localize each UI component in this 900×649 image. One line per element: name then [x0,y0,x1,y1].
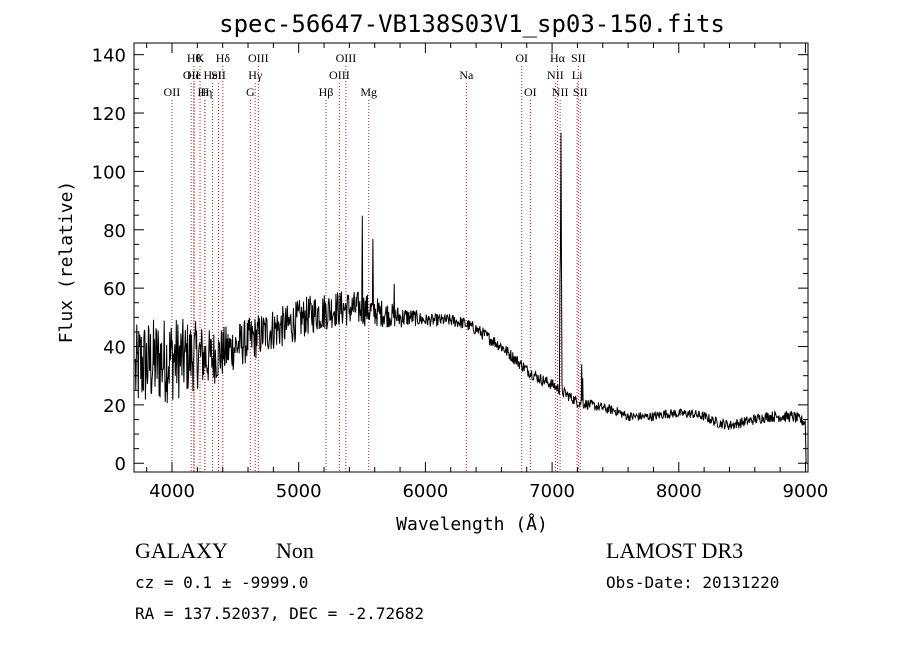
y-axis-ticks: 0 20 40 60 80 100 120 140 [92,46,808,475]
y-tick-label: 60 [103,279,126,300]
line-marker-label: OI [524,85,537,99]
line-marker-label: Hβ [319,85,334,99]
spectrum-line [134,132,807,464]
line-marker-label: SII [211,68,226,82]
cz-text: cz = 0.1 ± -9999.0 [135,573,308,592]
y-tick-label: 0 [115,454,126,475]
class-label: GALAXY [135,538,228,563]
y-tick-label: 80 [103,221,126,242]
line-marker-label: G [246,85,255,99]
line-marker-label: SII [573,85,588,99]
chart-title: spec-56647-VB138S03V1_sp03-150.fits [219,10,725,38]
y-tick-label: 140 [92,46,126,67]
line-marker-label: NII [547,68,564,82]
line-marker-label: OIII [336,51,357,65]
y-tick-label: 40 [103,338,126,359]
line-marker-label: Mg [360,85,377,99]
line-marker-label: Li [572,68,583,82]
x-axis-label: Wavelength (Å) [396,513,548,535]
x-tick-label: 9000 [783,481,829,502]
x-tick-label: 7000 [529,481,575,502]
y-tick-label: 20 [103,396,126,417]
line-marker-label: Na [459,68,474,82]
line-marker-label: Hδ [216,51,231,65]
line-marker-label: OIII [329,68,350,82]
line-marker-label: He [187,68,201,82]
line-marker-label: OIII [248,51,269,65]
x-tick-label: 4000 [149,481,195,502]
line-marker-label: Hγ [248,68,263,82]
line-marker-label: K [196,51,205,65]
line-marker-label: OII [164,85,181,99]
line-marker-label: SII [571,51,586,65]
line-marker-label: H [200,85,209,99]
obs-date-text: Obs-Date: 20131220 [606,573,779,592]
line-marker-label: HeI [204,68,222,82]
y-axis-label: Flux (relative) [56,181,77,344]
x-tick-label: 8000 [656,481,702,502]
x-axis-ticks: 4000 5000 6000 7000 8000 9000 [146,43,829,502]
line-marker-label: Hθ [187,51,202,65]
plot-frame [133,42,809,473]
line-marker-label: NII [552,85,569,99]
subclass-label: Non [276,538,314,563]
survey-label: LAMOST DR3 [606,538,743,563]
line-marker-label: Hα [550,51,566,65]
x-tick-label: 6000 [402,481,448,502]
line-marker-label: OII [183,68,200,82]
coords-text: RA = 137.52037, DEC = -2.72682 [135,604,424,623]
y-tick-label: 100 [92,162,126,183]
y-tick-label: 120 [92,104,126,125]
x-tick-label: 5000 [276,481,322,502]
line-marker-label: OI [515,51,528,65]
line-markers [171,66,581,472]
line-marker-label: Hη [197,85,212,99]
